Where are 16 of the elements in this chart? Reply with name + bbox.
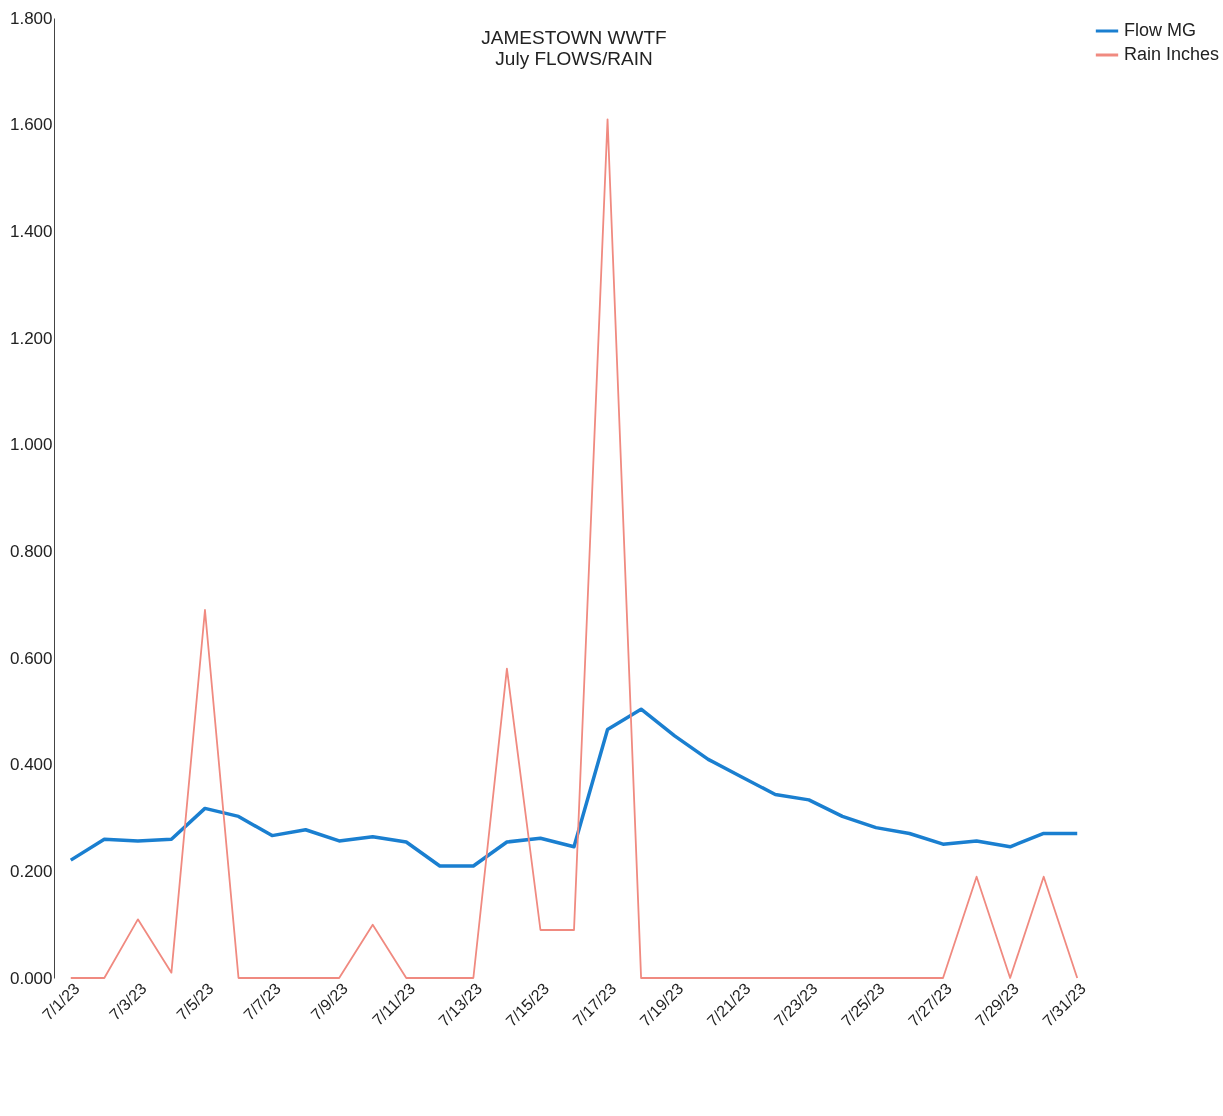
y-tick-label: 0.600 — [9, 648, 53, 668]
line-series — [69, 118, 1079, 979]
y-tick-label: 1.200 — [9, 328, 53, 348]
y-tick-label: 1.600 — [9, 115, 53, 135]
legend-label: Rain Inches — [1124, 44, 1220, 64]
y-tick-label: 1.400 — [9, 221, 53, 241]
y-tick-label: 1.000 — [9, 435, 53, 455]
y-tick-label: 0.200 — [9, 861, 53, 881]
y-tick-label: 1.800 — [9, 8, 53, 28]
text: July FLOWS/RAIN — [495, 48, 653, 69]
y-tick-label: 0.400 — [9, 755, 53, 775]
legend-label: Flow MG — [1124, 20, 1196, 40]
y-tick-label: 0.000 — [9, 968, 53, 988]
y-tick-label: 0.800 — [9, 541, 53, 561]
line-series — [69, 707, 1079, 868]
text: JAMESTOWN WWTF — [481, 27, 667, 48]
